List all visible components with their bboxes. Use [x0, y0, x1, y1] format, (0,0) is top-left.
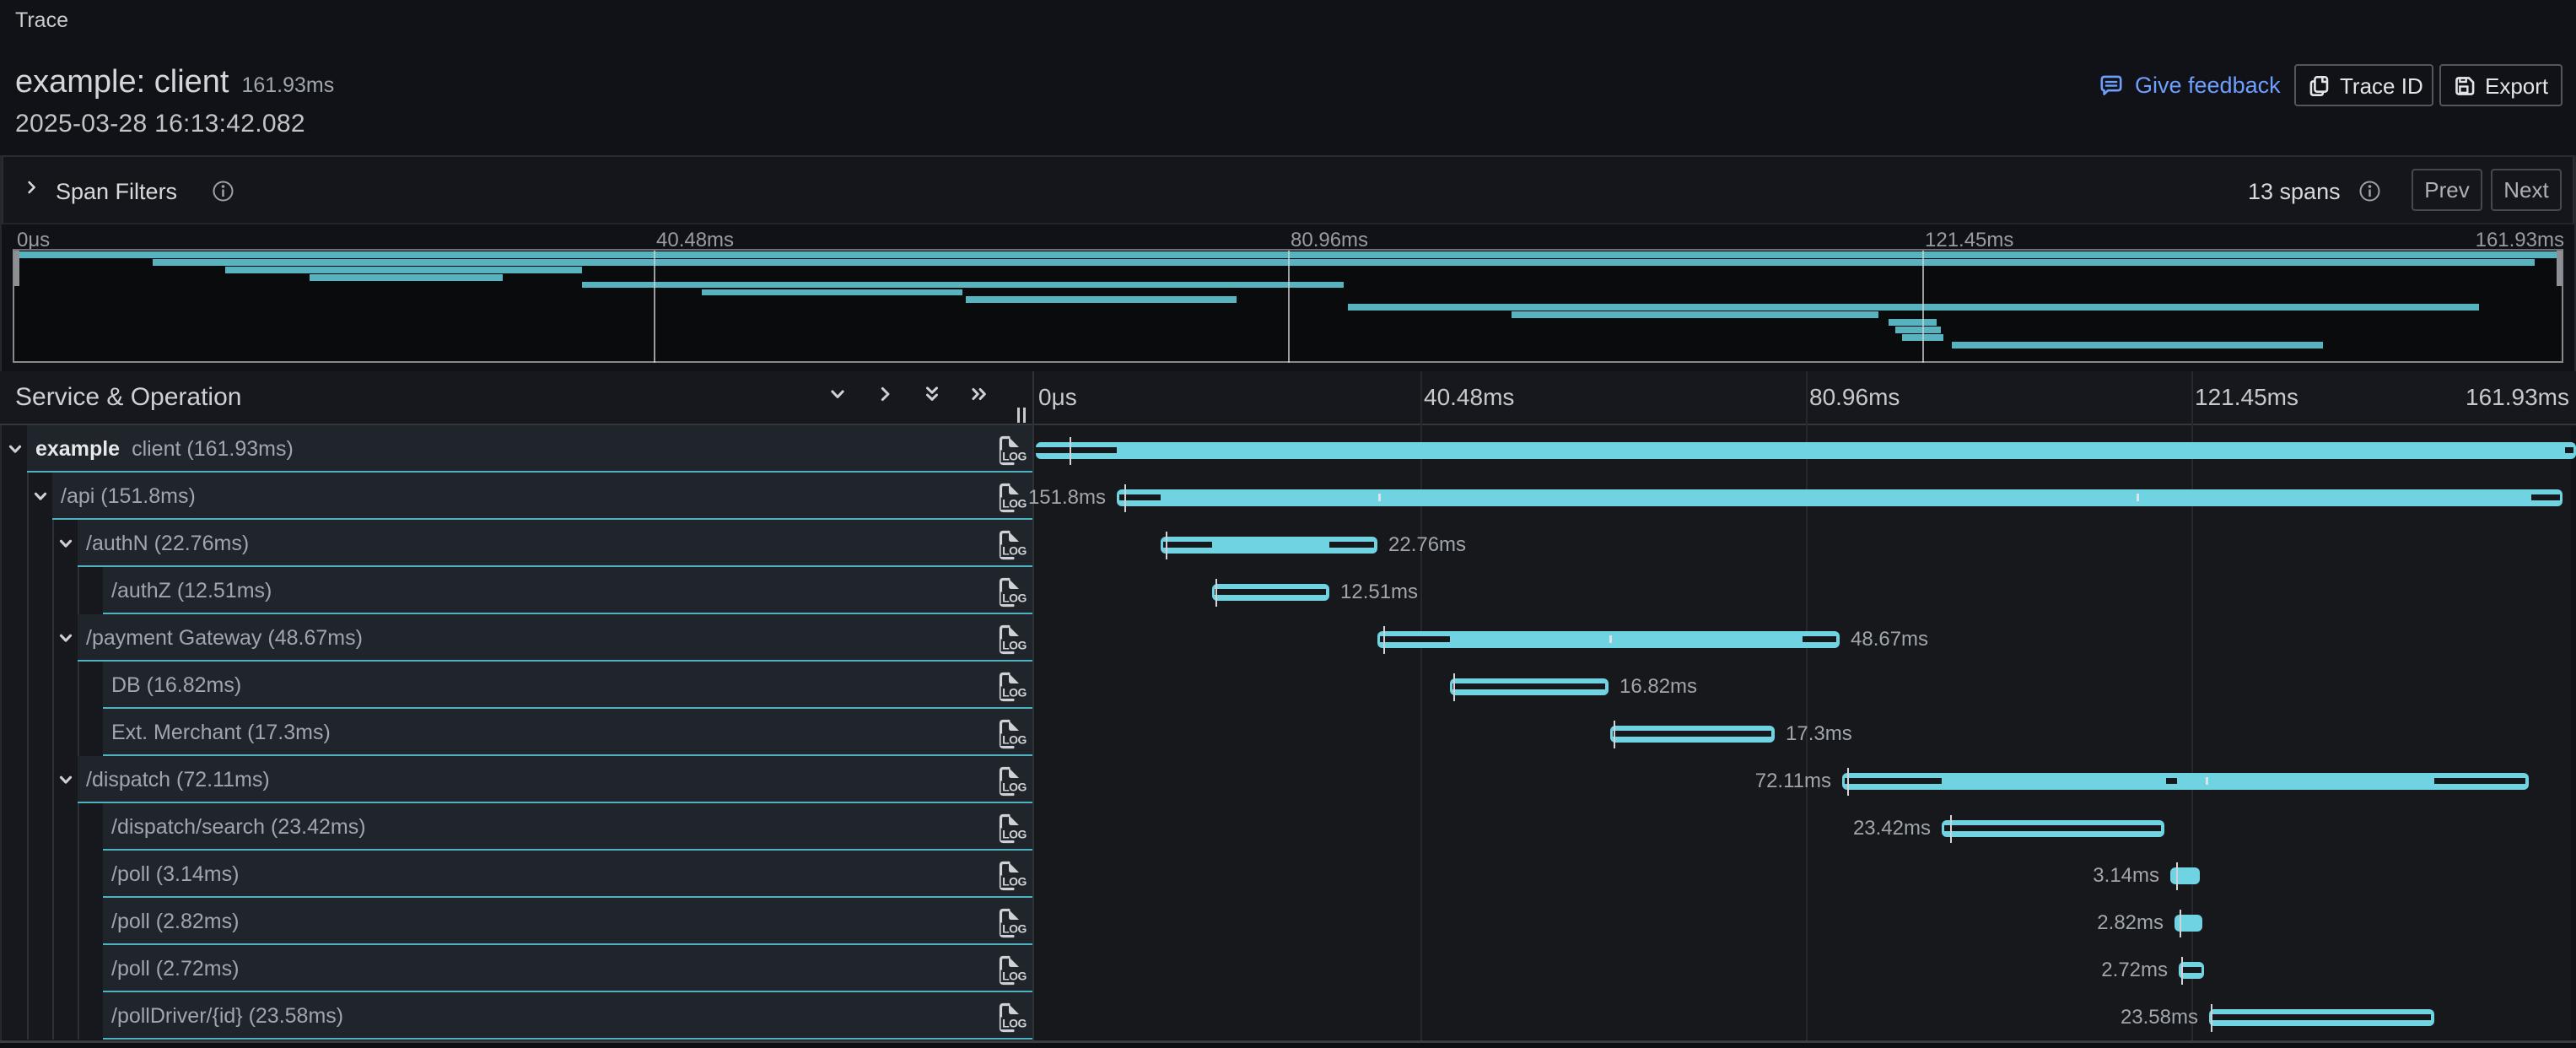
svg-text:LOG: LOG	[1002, 922, 1027, 936]
svg-text:LOG: LOG	[1002, 592, 1027, 605]
svg-text:LOG: LOG	[1002, 497, 1027, 510]
svg-text:LOG: LOG	[1002, 1017, 1027, 1030]
svg-text:LOG: LOG	[1002, 781, 1027, 794]
svg-text:LOG: LOG	[1002, 639, 1027, 652]
svg-text:LOG: LOG	[1002, 733, 1027, 747]
svg-text:LOG: LOG	[1002, 828, 1027, 841]
svg-text:LOG: LOG	[1002, 875, 1027, 889]
svg-text:LOG: LOG	[1002, 970, 1027, 983]
svg-text:LOG: LOG	[1002, 686, 1027, 700]
svg-text:LOG: LOG	[1002, 450, 1027, 463]
svg-text:LOG: LOG	[1002, 544, 1027, 558]
